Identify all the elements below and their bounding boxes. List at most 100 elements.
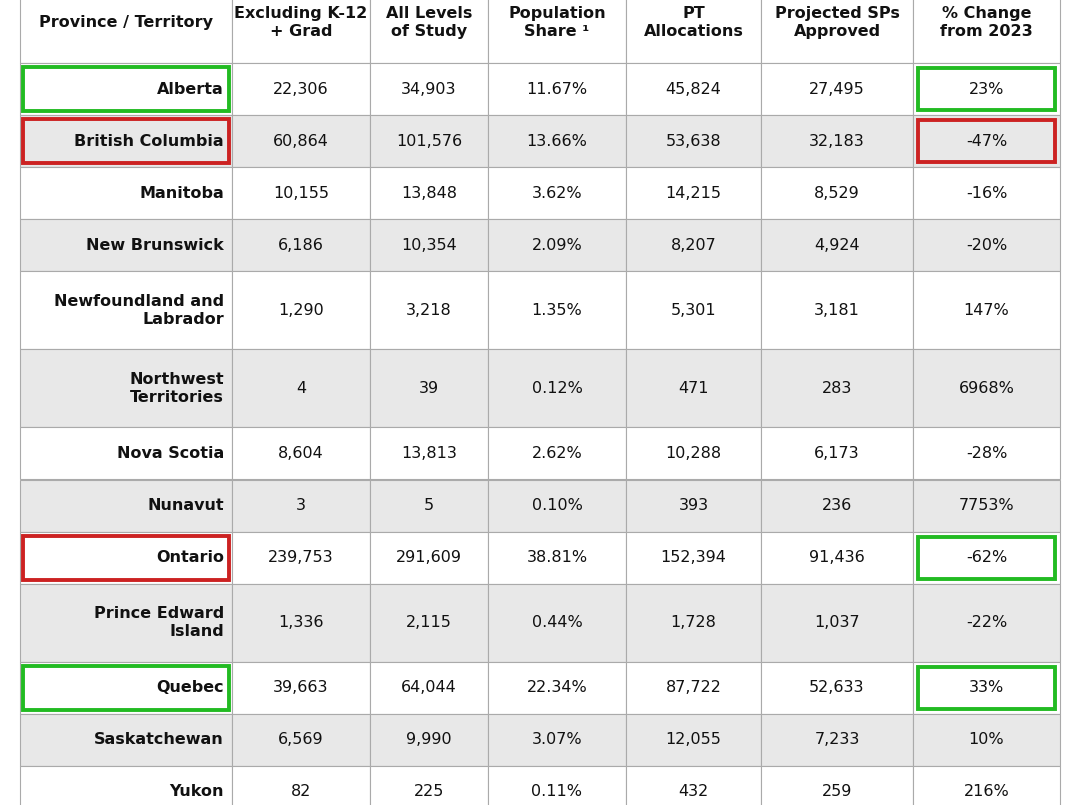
Text: 101,576: 101,576	[396, 134, 462, 149]
Text: 14,215: 14,215	[665, 186, 721, 201]
Bar	[21, 349, 232, 427]
Text: 11.67%: 11.67%	[526, 82, 588, 97]
Bar	[626, 662, 761, 713]
Bar	[23, 119, 229, 163]
Bar	[370, 64, 488, 115]
Bar	[232, 531, 370, 584]
Text: 0.11%: 0.11%	[531, 784, 582, 799]
Bar	[626, 271, 761, 349]
Text: 10%: 10%	[969, 732, 1004, 747]
Text: 22.34%: 22.34%	[527, 680, 588, 695]
Text: 0.44%: 0.44%	[531, 615, 582, 630]
Bar	[913, 220, 1059, 271]
Text: 0.12%: 0.12%	[531, 381, 582, 396]
Text: 39: 39	[419, 381, 440, 396]
Bar	[23, 535, 229, 580]
Text: Province / Territory: Province / Territory	[39, 15, 213, 30]
Text: 1,728: 1,728	[671, 615, 716, 630]
Bar	[488, 531, 626, 584]
Text: 6,186: 6,186	[278, 238, 324, 253]
Text: 60,864: 60,864	[273, 134, 329, 149]
Text: 2.09%: 2.09%	[531, 238, 582, 253]
Bar	[21, 480, 232, 531]
Bar	[913, 64, 1059, 115]
Text: -20%: -20%	[966, 238, 1008, 253]
Bar	[626, 115, 761, 167]
Bar	[488, 584, 626, 662]
Bar	[488, 167, 626, 220]
Text: -47%: -47%	[966, 134, 1008, 149]
Text: 2.62%: 2.62%	[531, 446, 582, 461]
Bar	[23, 666, 229, 709]
Bar	[761, 167, 913, 220]
Bar	[761, 584, 913, 662]
Text: 1.35%: 1.35%	[531, 303, 582, 318]
Text: 5: 5	[424, 498, 434, 513]
Bar	[21, 427, 232, 480]
Bar	[370, 167, 488, 220]
Text: Alberta: Alberta	[158, 82, 224, 97]
Text: 8,529: 8,529	[814, 186, 860, 201]
Text: 38.81%: 38.81%	[526, 550, 588, 565]
Bar	[488, 427, 626, 480]
Bar	[370, 480, 488, 531]
Text: 393: 393	[678, 498, 708, 513]
Bar	[21, 662, 232, 713]
Bar	[21, 0, 232, 64]
Text: Excluding K-12
+ Grad: Excluding K-12 + Grad	[234, 6, 367, 39]
Bar	[232, 427, 370, 480]
Text: Manitoba: Manitoba	[139, 186, 224, 201]
Text: Population
Share ¹: Population Share ¹	[509, 6, 606, 39]
Text: New Brunswick: New Brunswick	[86, 238, 224, 253]
Text: All Levels
of Study: All Levels of Study	[386, 6, 472, 39]
Bar	[21, 220, 232, 271]
Text: Yukon: Yukon	[170, 784, 224, 799]
Bar	[21, 115, 232, 167]
Bar	[918, 121, 1055, 163]
Bar	[488, 766, 626, 805]
Text: 0.10%: 0.10%	[531, 498, 582, 513]
Text: 225: 225	[414, 784, 444, 799]
Text: 10,288: 10,288	[665, 446, 721, 461]
Bar	[232, 480, 370, 531]
Text: 147%: 147%	[963, 303, 1010, 318]
Text: 1,336: 1,336	[279, 615, 324, 630]
Bar	[21, 64, 232, 115]
Bar	[913, 584, 1059, 662]
Bar	[370, 584, 488, 662]
Text: 471: 471	[678, 381, 708, 396]
Bar	[761, 0, 913, 64]
Bar	[913, 349, 1059, 427]
Text: Projected SPs
Approved: Projected SPs Approved	[774, 6, 900, 39]
Bar	[232, 64, 370, 115]
Bar	[761, 427, 913, 480]
Bar	[626, 0, 761, 64]
Text: 9,990: 9,990	[406, 732, 451, 747]
Bar	[488, 64, 626, 115]
Bar	[626, 167, 761, 220]
Text: 291,609: 291,609	[396, 550, 462, 565]
Bar	[761, 271, 913, 349]
Text: 239,753: 239,753	[268, 550, 334, 565]
Bar	[918, 536, 1055, 579]
Text: 4,924: 4,924	[814, 238, 860, 253]
Bar	[232, 167, 370, 220]
Text: 23%: 23%	[969, 82, 1004, 97]
Text: 39,663: 39,663	[273, 680, 328, 695]
Text: -28%: -28%	[966, 446, 1008, 461]
Bar	[761, 766, 913, 805]
Bar	[913, 115, 1059, 167]
Text: 3,218: 3,218	[406, 303, 451, 318]
Bar	[370, 531, 488, 584]
Text: 432: 432	[678, 784, 708, 799]
Bar	[761, 220, 913, 271]
Bar	[913, 662, 1059, 713]
Bar	[913, 766, 1059, 805]
Text: 4: 4	[296, 381, 306, 396]
Text: 12,055: 12,055	[665, 732, 721, 747]
Text: 10,155: 10,155	[273, 186, 329, 201]
Bar	[21, 531, 232, 584]
Bar	[761, 480, 913, 531]
Text: 1,037: 1,037	[814, 615, 860, 630]
Text: 8,207: 8,207	[671, 238, 716, 253]
